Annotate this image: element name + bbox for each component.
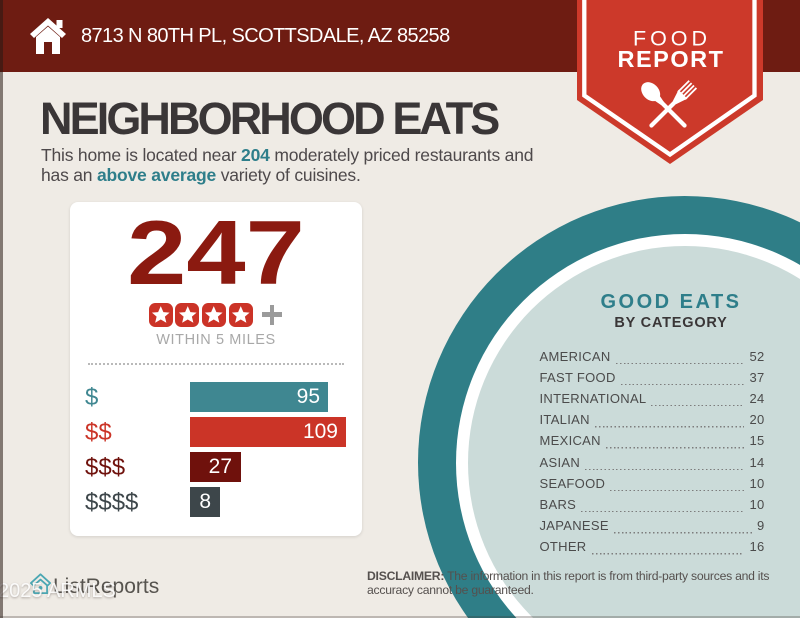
svg-text:FOOD: FOOD — [633, 27, 711, 51]
svg-text:REPORT: REPORT — [618, 46, 725, 72]
